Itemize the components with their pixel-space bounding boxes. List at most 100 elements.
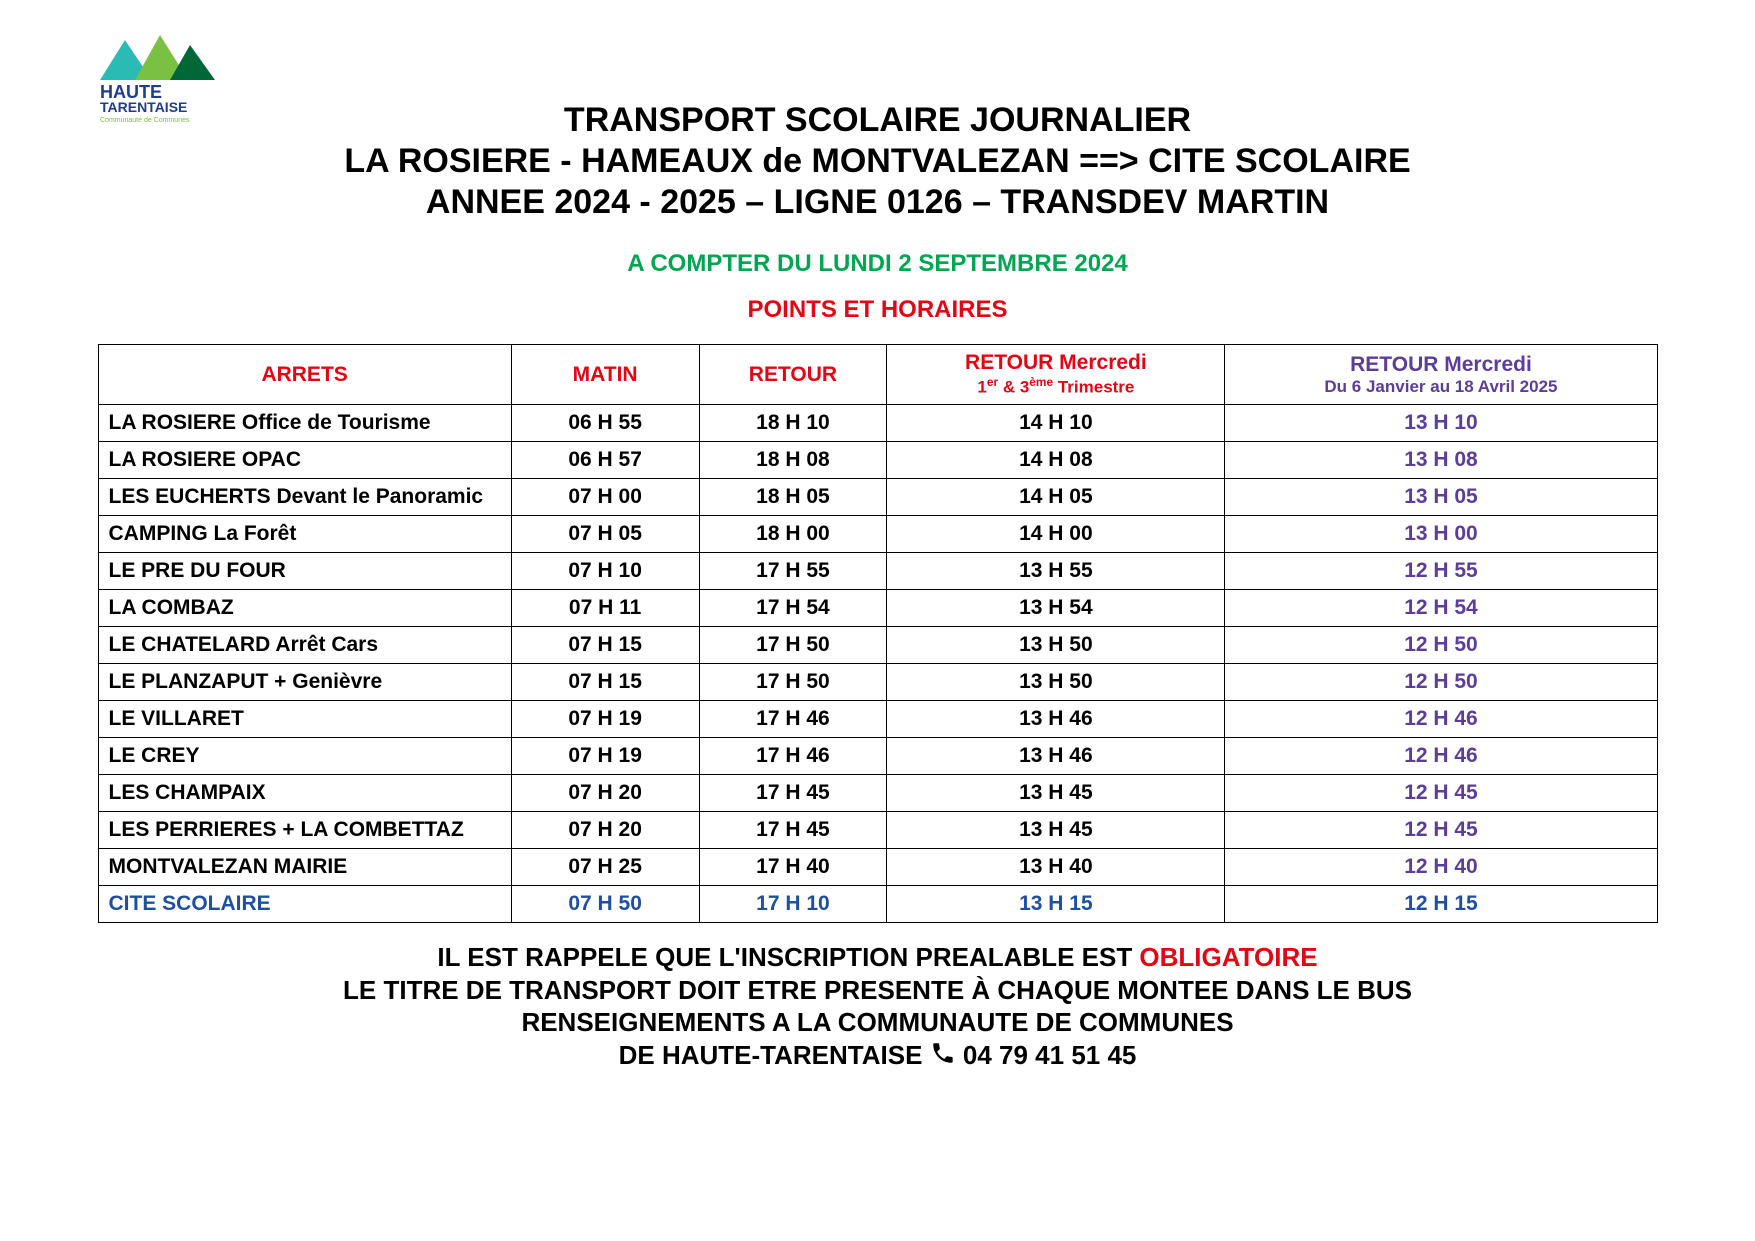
time-retour-mercredi-trimestres: 14 H 05 — [887, 479, 1225, 516]
time-retour: 17 H 46 — [699, 738, 887, 775]
stop-name: CAMPING La Forêt — [98, 516, 511, 553]
time-matin: 07 H 25 — [511, 849, 699, 886]
time-retour-mercredi-trimestres: 13 H 46 — [887, 738, 1225, 775]
time-retour-mercredi-janvier-avril: 13 H 08 — [1225, 442, 1657, 479]
time-matin: 07 H 50 — [511, 886, 699, 923]
phone-icon — [930, 1040, 956, 1074]
footer-line-4-pre: DE HAUTE-TARENTAISE — [619, 1040, 930, 1070]
footer-line-1: IL EST RAPPELE QUE L'INSCRIPTION PREALAB… — [80, 941, 1675, 974]
footer-line-2: LE TITRE DE TRANSPORT DOIT ETRE PRESENTE… — [80, 974, 1675, 1007]
logo-text-line2: TARENTAISE — [100, 99, 187, 115]
time-matin: 07 H 20 — [511, 775, 699, 812]
schedule-table: ARRETS MATIN RETOUR RETOUR Mercredi 1er … — [98, 344, 1658, 923]
col-header-matin: MATIN — [511, 345, 699, 405]
time-retour-mercredi-janvier-avril: 13 H 00 — [1225, 516, 1657, 553]
time-matin: 07 H 19 — [511, 701, 699, 738]
table-row: LA COMBAZ07 H 1117 H 5413 H 5412 H 54 — [98, 590, 1657, 627]
footer-block: IL EST RAPPELE QUE L'INSCRIPTION PREALAB… — [80, 941, 1675, 1073]
table-row: CITE SCOLAIRE07 H 5017 H 1013 H 1512 H 1… — [98, 886, 1657, 923]
time-retour: 17 H 40 — [699, 849, 887, 886]
time-retour-mercredi-trimestres: 13 H 55 — [887, 553, 1225, 590]
col3-main: RETOUR Mercredi — [965, 351, 1147, 374]
table-row: LES EUCHERTS Devant le Panoramic07 H 001… — [98, 479, 1657, 516]
stop-name: LE CHATELARD Arrêt Cars — [98, 627, 511, 664]
footer-line-4: DE HAUTE-TARENTAISE 04 79 41 51 45 — [80, 1039, 1675, 1074]
table-row: LE CHATELARD Arrêt Cars07 H 1517 H 5013 … — [98, 627, 1657, 664]
table-row: LE PLANZAPUT + Genièvre07 H 1517 H 5013 … — [98, 664, 1657, 701]
col4-main: RETOUR Mercredi — [1350, 353, 1532, 376]
time-retour-mercredi-janvier-avril: 12 H 46 — [1225, 738, 1657, 775]
footer-phone-number: 04 79 41 51 45 — [963, 1040, 1137, 1070]
time-retour-mercredi-janvier-avril: 13 H 05 — [1225, 479, 1657, 516]
footer-line-1-text: IL EST RAPPELE QUE L'INSCRIPTION PREALAB… — [437, 942, 1139, 972]
time-matin: 07 H 19 — [511, 738, 699, 775]
header-line-3: ANNEE 2024 - 2025 – LIGNE 0126 – TRANSDE… — [80, 182, 1675, 223]
time-retour: 17 H 55 — [699, 553, 887, 590]
time-retour-mercredi-janvier-avril: 12 H 45 — [1225, 812, 1657, 849]
time-matin: 07 H 05 — [511, 516, 699, 553]
time-matin: 06 H 55 — [511, 405, 699, 442]
time-matin: 07 H 15 — [511, 627, 699, 664]
time-matin: 07 H 10 — [511, 553, 699, 590]
time-retour: 17 H 10 — [699, 886, 887, 923]
time-retour: 18 H 00 — [699, 516, 887, 553]
col-header-retour-mercredi-janvier-avril: RETOUR Mercredi Du 6 Janvier au 18 Avril… — [1225, 345, 1657, 405]
stop-name: LES EUCHERTS Devant le Panoramic — [98, 479, 511, 516]
time-retour: 17 H 45 — [699, 812, 887, 849]
table-row: LE PRE DU FOUR07 H 1017 H 5513 H 5512 H … — [98, 553, 1657, 590]
time-retour-mercredi-trimestres: 13 H 45 — [887, 775, 1225, 812]
time-retour: 18 H 05 — [699, 479, 887, 516]
section-title-points-horaires: POINTS ET HORAIRES — [80, 296, 1675, 324]
table-header-row: ARRETS MATIN RETOUR RETOUR Mercredi 1er … — [98, 345, 1657, 405]
time-retour: 17 H 50 — [699, 664, 887, 701]
stop-name: LES CHAMPAIX — [98, 775, 511, 812]
stop-name: LE PRE DU FOUR — [98, 553, 511, 590]
time-retour-mercredi-janvier-avril: 12 H 15 — [1225, 886, 1657, 923]
time-retour: 18 H 10 — [699, 405, 887, 442]
time-retour-mercredi-trimestres: 13 H 50 — [887, 664, 1225, 701]
time-retour-mercredi-trimestres: 14 H 08 — [887, 442, 1225, 479]
col-header-retour-mercredi-trimestres: RETOUR Mercredi 1er & 3ème Trimestre — [887, 345, 1225, 405]
time-retour-mercredi-trimestres: 13 H 15 — [887, 886, 1225, 923]
time-retour-mercredi-janvier-avril: 12 H 54 — [1225, 590, 1657, 627]
time-retour-mercredi-trimestres: 14 H 10 — [887, 405, 1225, 442]
table-row: MONTVALEZAN MAIRIE07 H 2517 H 4013 H 401… — [98, 849, 1657, 886]
time-matin: 07 H 00 — [511, 479, 699, 516]
time-retour: 17 H 50 — [699, 627, 887, 664]
page-header: TRANSPORT SCOLAIRE JOURNALIER LA ROSIERE… — [80, 100, 1675, 222]
stop-name: LA COMBAZ — [98, 590, 511, 627]
time-retour-mercredi-janvier-avril: 12 H 45 — [1225, 775, 1657, 812]
stop-name: MONTVALEZAN MAIRIE — [98, 849, 511, 886]
stop-name: LE VILLARET — [98, 701, 511, 738]
table-row: CAMPING La Forêt07 H 0518 H 0014 H 0013 … — [98, 516, 1657, 553]
time-retour: 17 H 46 — [699, 701, 887, 738]
time-retour-mercredi-trimestres: 13 H 40 — [887, 849, 1225, 886]
time-retour-mercredi-janvier-avril: 12 H 55 — [1225, 553, 1657, 590]
time-retour-mercredi-trimestres: 14 H 00 — [887, 516, 1225, 553]
time-retour-mercredi-janvier-avril: 12 H 50 — [1225, 627, 1657, 664]
footer-line-1-obligatoire: OBLIGATOIRE — [1139, 942, 1317, 972]
time-retour-mercredi-janvier-avril: 12 H 40 — [1225, 849, 1657, 886]
col4-sub: Du 6 Janvier au 18 Avril 2025 — [1235, 377, 1646, 397]
time-retour-mercredi-janvier-avril: 12 H 50 — [1225, 664, 1657, 701]
table-row: LA ROSIERE OPAC06 H 5718 H 0814 H 0813 H… — [98, 442, 1657, 479]
stop-name: CITE SCOLAIRE — [98, 886, 511, 923]
time-matin: 06 H 57 — [511, 442, 699, 479]
time-retour-mercredi-trimestres: 13 H 54 — [887, 590, 1225, 627]
table-row: LES PERRIERES + LA COMBETTAZ07 H 2017 H … — [98, 812, 1657, 849]
logo-text-line3: Communauté de Communes — [100, 117, 190, 124]
time-matin: 07 H 20 — [511, 812, 699, 849]
time-retour: 18 H 08 — [699, 442, 887, 479]
time-retour-mercredi-trimestres: 13 H 46 — [887, 701, 1225, 738]
table-row: LE VILLARET07 H 1917 H 4613 H 4612 H 46 — [98, 701, 1657, 738]
header-line-1: TRANSPORT SCOLAIRE JOURNALIER — [80, 100, 1675, 141]
table-row: LE CREY07 H 1917 H 4613 H 4612 H 46 — [98, 738, 1657, 775]
stop-name: LE CREY — [98, 738, 511, 775]
time-retour: 17 H 54 — [699, 590, 887, 627]
time-retour-mercredi-trimestres: 13 H 45 — [887, 812, 1225, 849]
col-header-retour: RETOUR — [699, 345, 887, 405]
stop-name: LA ROSIERE Office de Tourisme — [98, 405, 511, 442]
stop-name: LE PLANZAPUT + Genièvre — [98, 664, 511, 701]
col3-sub: 1er & 3ème Trimestre — [897, 375, 1214, 398]
logo-haute-tarentaise: HAUTE TARENTAISE Communauté de Communes — [90, 30, 230, 125]
